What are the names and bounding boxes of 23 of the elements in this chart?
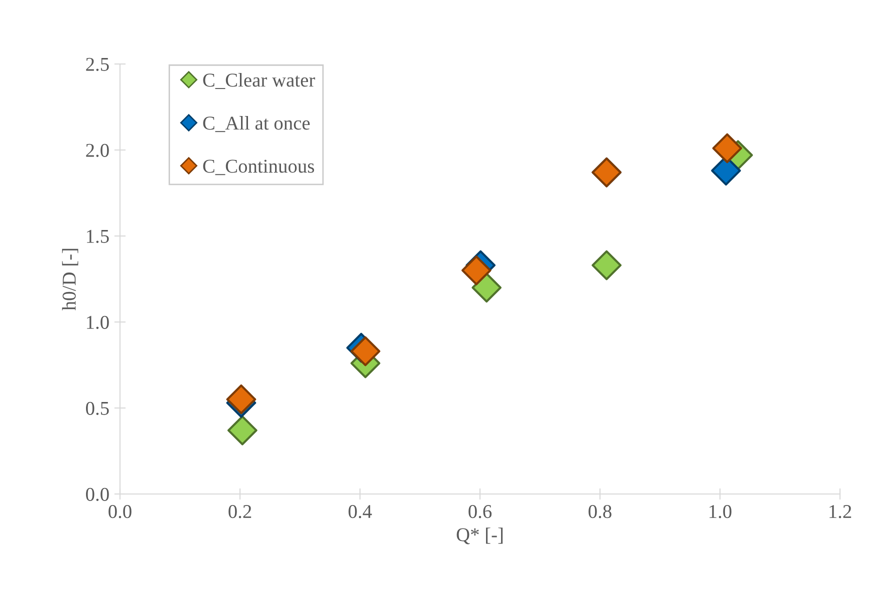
x-tick-label: 1.2 <box>830 505 852 518</box>
point <box>592 250 622 280</box>
point <box>227 415 258 446</box>
y-tick-label: 1.5 <box>86 230 109 244</box>
x-tick-label: 1.0 <box>710 504 732 518</box>
y-tick-label: 2.0 <box>86 144 109 158</box>
point <box>472 272 502 303</box>
x-tick-label: 0.2 <box>228 504 252 518</box>
y-tick-label: 1.0 <box>86 316 109 330</box>
x-tick-label: 0.6 <box>468 504 492 518</box>
x-axis-title: Q* [-] <box>456 528 503 544</box>
y-axis-title: h0/D [-] <box>62 248 78 310</box>
x-tick-label: 0.8 <box>588 504 612 518</box>
y-tick-label: 0.5 <box>86 402 109 416</box>
legend-label: C_Continuous <box>203 160 314 176</box>
y-tick-label: 2.5 <box>86 58 109 72</box>
point <box>461 255 492 286</box>
legend-label: C_All at once <box>203 116 310 132</box>
x-tick-label: 0.4 <box>348 504 372 518</box>
legend-label: C_Clear water <box>203 73 316 90</box>
x-tick-label: 0.0 <box>108 504 132 518</box>
y-tick-label: 0.0 <box>86 488 109 502</box>
point <box>712 133 742 164</box>
